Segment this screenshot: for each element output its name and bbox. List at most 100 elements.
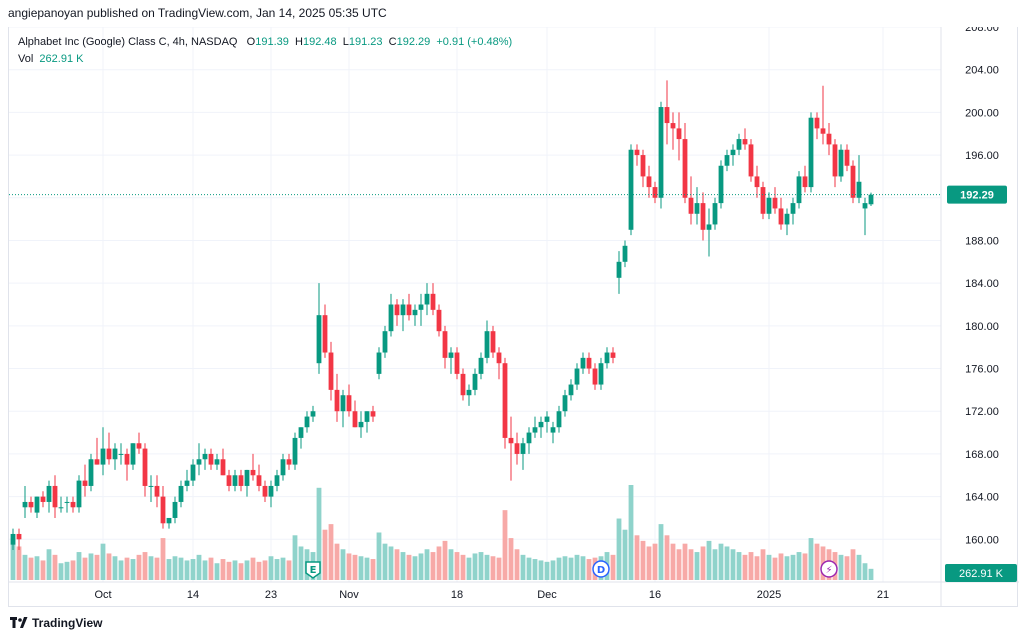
candle-body (694, 203, 700, 214)
legend-ohlc-row: Alphabet Inc (Google) Class C, 4h, NASDA… (18, 34, 512, 50)
volume-bar (862, 563, 868, 580)
volume-bar (118, 560, 124, 580)
candle-body (790, 203, 796, 214)
candle-body (700, 203, 706, 230)
time-tick-label: 14 (187, 589, 199, 601)
candle-body (760, 187, 766, 214)
volume-bar (460, 554, 466, 580)
volume-bar (40, 560, 46, 580)
legend-volume-row: Vol 262.91 K (18, 51, 512, 67)
volume-bar (508, 538, 514, 580)
earnings-event-label: E (310, 565, 317, 576)
volume-bar (430, 552, 436, 580)
volume-bar (322, 529, 328, 580)
volume-bar (142, 552, 148, 580)
volume-bar (316, 487, 322, 580)
candle-body (148, 485, 154, 487)
last-price-badge (947, 185, 1007, 204)
candle-body (160, 496, 166, 524)
volume-bar (214, 563, 220, 580)
candle-body (538, 421, 544, 428)
candle-body (676, 128, 682, 140)
footer-brand[interactable]: TradingView (10, 616, 102, 630)
volume-bar (394, 549, 400, 580)
candle-body (208, 453, 214, 465)
volume-bar (46, 549, 52, 580)
volume-bar (244, 560, 250, 580)
volume-bar (418, 553, 424, 580)
candle-body (286, 459, 292, 465)
candle-body (652, 187, 658, 198)
volume-bar (70, 560, 76, 580)
volume-bar (616, 518, 622, 580)
candle-body (94, 459, 100, 465)
publisher-header: angiepanoyan published on TradingView.co… (8, 6, 387, 20)
volume-bar (652, 543, 658, 580)
candle-body (856, 181, 862, 198)
candle-body (256, 475, 262, 486)
candle-body (670, 123, 676, 129)
candle-body (70, 501, 76, 508)
candle-body (418, 304, 424, 310)
volume-bar (580, 556, 586, 580)
dividend-event-icon (592, 560, 610, 578)
volume-bar (748, 552, 754, 580)
volume-bar (520, 554, 526, 580)
volume-bar (706, 540, 712, 580)
candle-body (610, 352, 616, 358)
candle-body (658, 107, 664, 198)
price-tick-label: 196.00 (965, 150, 999, 162)
volume-bar (340, 549, 346, 580)
candle-body (82, 480, 88, 486)
volume-bar (220, 559, 226, 580)
volume-bar (778, 553, 784, 580)
candle-body (448, 352, 454, 358)
volume-bar (622, 529, 628, 580)
volume-bar (454, 552, 460, 580)
candle-body (832, 144, 838, 177)
candle-body (778, 208, 784, 225)
candle-body (310, 411, 316, 417)
volume-bar (802, 553, 808, 580)
legend-high-label: H (295, 36, 303, 48)
legend-close-value: 192.29 (396, 36, 431, 48)
volume-bar (658, 524, 664, 580)
candle-body (796, 176, 802, 204)
volume-bar (256, 561, 262, 580)
volume-bar (556, 557, 562, 580)
volume-bar (262, 560, 268, 580)
volume-bar (538, 560, 544, 580)
volume-bar (448, 549, 454, 580)
volume-bar (754, 556, 760, 580)
volume-bar (670, 543, 676, 580)
candle-body (292, 437, 298, 465)
candle-body (58, 507, 64, 509)
volume-bar (232, 560, 238, 580)
candlestick-chart[interactable]: 160.00 164.00 168.00 172.00 176.00 180.00 184.… (9, 27, 1019, 607)
volume-bar (484, 554, 490, 580)
candle-body (178, 485, 184, 502)
candle-body (280, 459, 286, 476)
candle-body (826, 133, 832, 145)
candle-body (166, 517, 172, 524)
candle-body (250, 469, 256, 476)
candle-body (454, 352, 460, 374)
volume-bar (724, 546, 730, 580)
candle-body (742, 139, 748, 145)
candle-body (850, 165, 856, 198)
last-volume-badge (945, 564, 1017, 582)
candle-body (514, 443, 520, 454)
volume-bar (148, 556, 154, 580)
volume-bar (124, 557, 130, 580)
volume-bar (634, 535, 640, 580)
candle-body (412, 309, 418, 316)
volume-bar (676, 549, 682, 580)
volume-bar (166, 559, 172, 580)
candle-body (682, 139, 688, 198)
candle-body (556, 411, 562, 428)
candle-body (706, 224, 712, 230)
price-tick-label: 164.00 (965, 492, 999, 504)
candle-body (808, 117, 814, 188)
legend-symbol[interactable]: Alphabet Inc (Google) Class C, 4h, NASDA… (18, 36, 238, 48)
candle-body (16, 533, 22, 540)
